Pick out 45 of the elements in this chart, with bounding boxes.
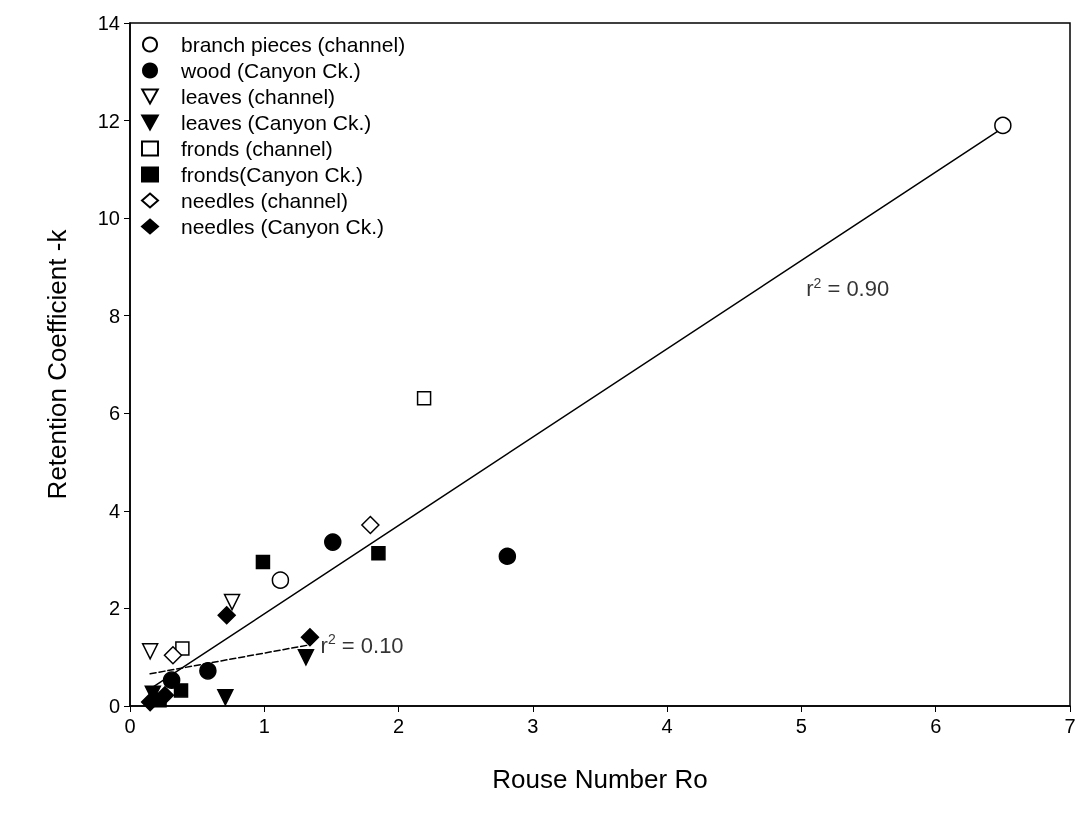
point [199, 662, 217, 680]
point [297, 648, 315, 666]
legend-label: wood (Canyon Ck.) [180, 59, 361, 82]
x-tick-label: 4 [661, 715, 673, 737]
y-tick-label: 12 [97, 109, 120, 132]
point [163, 646, 183, 665]
point [217, 606, 236, 625]
point [324, 533, 342, 551]
point [300, 627, 320, 647]
x-tick-label: 5 [795, 715, 807, 737]
legend-label: branch pieces (channel) [181, 33, 406, 56]
point [223, 593, 241, 611]
point [217, 688, 234, 706]
legend-label: fronds(Canyon Ck.) [181, 163, 364, 186]
point [994, 116, 1012, 135]
x-tick-label: 0 [124, 715, 136, 737]
point [371, 546, 386, 561]
legend-label: needles (channel) [181, 189, 348, 212]
x-tick-label: 7 [1064, 715, 1076, 737]
legend-label: fronds (channel) [181, 137, 333, 160]
point [141, 643, 159, 660]
y-tick-label: 10 [97, 207, 120, 230]
x-axis-title: Rouse Number Ro [492, 764, 708, 794]
point [162, 671, 181, 689]
point [155, 686, 175, 705]
x-tick-label: 2 [393, 715, 405, 737]
y-tick-label: 4 [108, 499, 120, 522]
x-tick-label: 1 [258, 715, 270, 737]
y-tick-label: 6 [108, 402, 120, 425]
point [255, 554, 271, 570]
x-tick-label: 6 [930, 715, 942, 737]
y-tick-label: 0 [108, 695, 120, 717]
point [271, 571, 290, 589]
point [416, 390, 432, 406]
point [498, 547, 517, 565]
y-axis-title: Retention Coefficient -k [42, 228, 72, 500]
point [173, 683, 189, 698]
y-tick-label: 2 [108, 597, 120, 620]
legend-label: needles (Canyon Ck.) [181, 215, 385, 238]
point [361, 515, 380, 535]
x-tick-label: 3 [527, 715, 539, 737]
y-tick-label: 14 [97, 12, 120, 34]
legend-label: leaves (Canyon Ck.) [181, 111, 372, 134]
y-tick-label: 8 [108, 304, 120, 327]
legend-label: leaves (channel) [181, 85, 336, 108]
